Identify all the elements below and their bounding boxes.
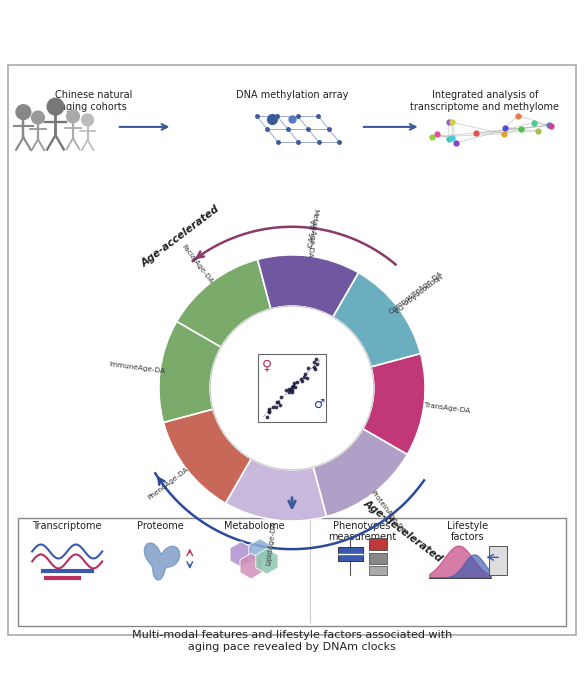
Text: FacialAge-DA: FacialAge-DA [180,243,214,284]
Text: TransAge-DA: TransAge-DA [424,402,471,414]
Text: PhenoAge-DA: PhenoAge-DA [147,466,189,500]
Point [309,361,318,372]
Wedge shape [313,429,407,517]
Wedge shape [333,272,420,367]
Point [290,381,299,392]
Point [302,373,311,384]
Wedge shape [177,259,271,347]
Point [293,376,302,387]
Circle shape [47,98,64,115]
Text: Metabolome: Metabolome [224,521,284,531]
Point [310,363,319,374]
Point [262,412,272,423]
Text: DNAm-based aging clocks: DNAm-based aging clocks [205,295,379,307]
Text: Lifestyle
factors: Lifestyle factors [447,521,488,542]
Circle shape [82,114,93,126]
Point [265,404,274,415]
Text: Multi-modal features and lifestyle factors associated with
aging pace revealed b: Multi-modal features and lifestyle facto… [132,630,452,652]
Circle shape [32,111,44,124]
Bar [369,538,387,550]
FancyBboxPatch shape [18,517,566,626]
Text: Proteome: Proteome [137,521,184,531]
Circle shape [67,110,79,122]
Text: LipidAge-DA: LipidAge-DA [266,521,277,566]
Point [286,385,295,396]
Point [299,372,308,383]
Bar [338,547,363,561]
Wedge shape [258,255,359,317]
Bar [258,354,326,421]
Point [265,406,274,417]
Point [275,400,284,411]
Point [272,401,281,412]
Point [301,368,310,379]
Polygon shape [240,553,262,579]
Text: Age-decelerated: Age-decelerated [361,498,444,564]
Point [287,382,296,393]
Text: Phenotypes
measurement: Phenotypes measurement [328,521,396,542]
Point [287,384,297,395]
Point [287,386,297,398]
Text: CompositeAge-DA: CompositeAge-DA [388,270,444,315]
Polygon shape [144,543,180,580]
Text: iCAS-DA: iCAS-DA [308,218,317,248]
Bar [369,566,387,575]
Circle shape [16,105,31,120]
Point [297,376,306,387]
Wedge shape [225,458,326,521]
Bar [369,553,387,564]
Point [296,374,305,385]
Polygon shape [230,542,252,567]
Text: Integrated analysis of
transcriptome and methylome: Integrated analysis of transcriptome and… [410,90,559,112]
Wedge shape [363,354,425,454]
Bar [489,546,507,575]
Wedge shape [164,409,251,503]
Point [276,392,286,403]
Wedge shape [333,272,420,367]
Text: Chinese natural
aging cohorts: Chinese natural aging cohorts [55,90,132,112]
Polygon shape [249,538,271,564]
Circle shape [210,306,374,470]
Point [284,383,293,394]
Point [273,396,282,407]
Text: ProteinAge-DA: ProteinAge-DA [369,489,406,535]
Text: Age-accelerated: Age-accelerated [140,204,222,269]
Point [311,354,321,365]
Wedge shape [159,321,221,422]
Point [288,381,298,392]
Polygon shape [256,549,278,574]
Wedge shape [258,255,359,317]
Point [290,378,299,389]
Point [268,401,277,412]
Point [304,363,313,374]
Point [312,358,322,370]
Text: ♂: ♂ [314,398,325,411]
Text: DNA methylation array: DNA methylation array [236,90,348,100]
Text: HormoneAge-DA: HormoneAge-DA [390,272,442,314]
Text: ImmuneAge-DA: ImmuneAge-DA [108,360,165,374]
Point [281,384,290,395]
Point [272,396,281,407]
Point [285,386,294,398]
Text: MetabAge-DA: MetabAge-DA [306,208,319,258]
Point [309,356,318,368]
FancyBboxPatch shape [8,65,576,635]
Point [265,406,274,417]
Text: Transcriptome: Transcriptome [32,521,102,531]
Text: ♀: ♀ [262,358,272,372]
